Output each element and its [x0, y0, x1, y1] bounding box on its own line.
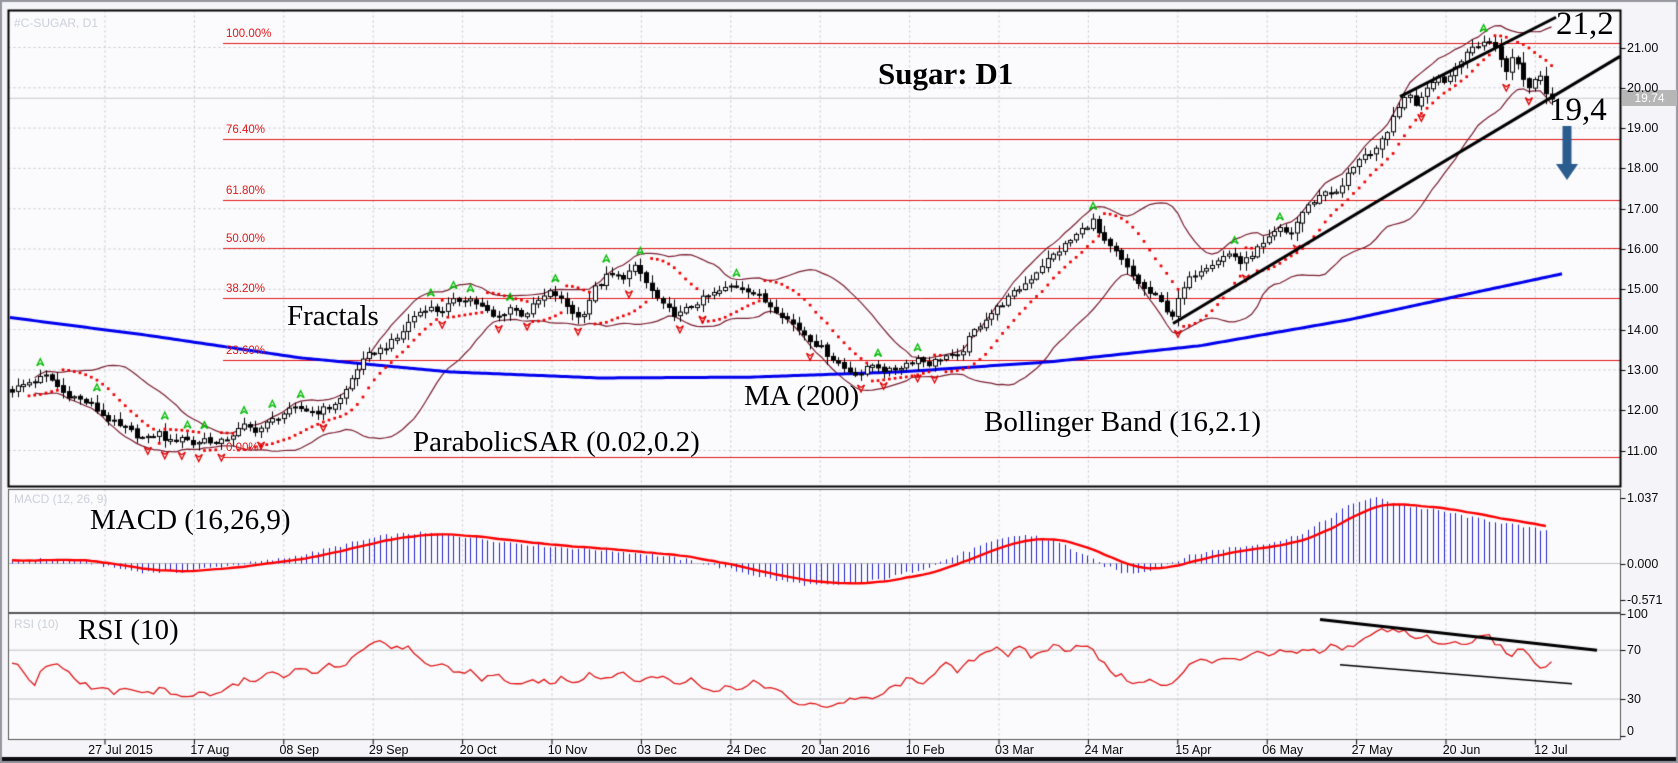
current-price-tag: 19.74 — [1622, 90, 1677, 106]
